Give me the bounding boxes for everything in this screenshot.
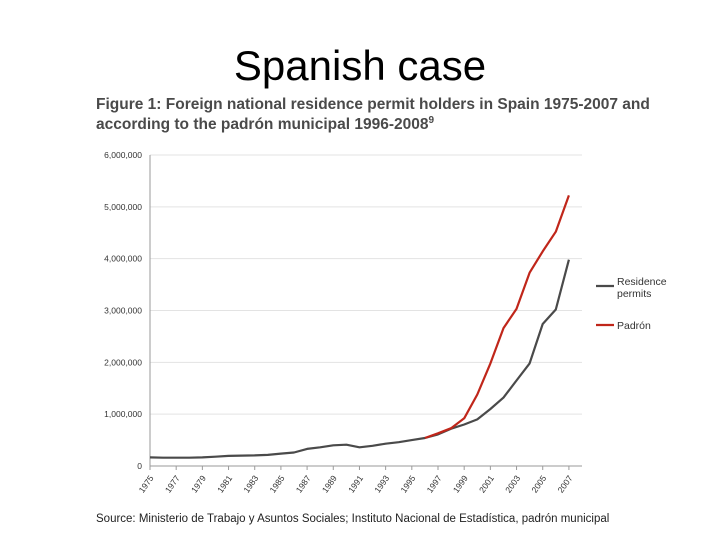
legend-label-padr-n: Padrón	[617, 320, 651, 332]
x-tick-label: 1985	[268, 473, 287, 494]
figure-footnote-marker: 9	[428, 114, 435, 126]
x-tick-label: 1995	[398, 473, 417, 494]
figure-caption-line-2: according to the padrón municipal 1996-2…	[96, 116, 429, 133]
x-tick-label: 1997	[425, 473, 444, 494]
series-line-padr-n	[424, 195, 570, 440]
x-tick-label: 1989	[320, 473, 339, 494]
x-tick-label: 1991	[346, 473, 365, 494]
y-axis-ticks: 0 1,000,000 2,000,000 3,000,000 4,000,000 5,0…	[104, 150, 142, 471]
x-tick-label: 1983	[241, 473, 260, 494]
slide-title: Spanish case	[233, 42, 487, 89]
chart-series	[149, 195, 570, 459]
x-tick-label: 1975	[137, 473, 156, 494]
x-tick-label: 1993	[372, 473, 391, 494]
figure-caption: Figure 1: Foreign national residence per…	[96, 95, 696, 135]
y-tick-label: 0	[137, 461, 142, 471]
y-tick-label: 4,000,000	[104, 254, 142, 264]
x-axis-ticks: 1975 1977 1979 1981 1983 1985 1987 1989 1991 1993…	[137, 473, 575, 494]
x-tick-label: 2005	[529, 473, 548, 494]
series-line-residence-permits	[149, 259, 570, 459]
x-tick-label: 1979	[189, 473, 208, 494]
chart-axes	[149, 155, 582, 470]
chart-grid	[150, 154, 582, 415]
x-tick-label: 1987	[294, 473, 313, 494]
legend-label-residence-permits: Residence permits	[617, 276, 667, 300]
x-tick-label: 1981	[215, 473, 234, 494]
figure-caption-line-1: Figure 1: Foreign national residence per…	[96, 96, 650, 113]
y-tick-label: 2,000,000	[104, 357, 142, 367]
x-tick-label: 1999	[451, 473, 470, 494]
y-tick-label: 6,000,000	[104, 150, 142, 160]
y-tick-label: 3,000,000	[104, 306, 142, 316]
x-tick-label: 2007	[556, 473, 575, 494]
y-tick-label: 5,000,000	[104, 202, 142, 212]
x-tick-label: 2001	[477, 473, 496, 494]
x-tick-label: 1977	[163, 473, 182, 494]
x-tick-label: 2003	[503, 473, 522, 494]
y-tick-label: 1,000,000	[104, 409, 142, 419]
source-note: Source: Ministerio de Trabajo y Asuntos …	[96, 513, 610, 525]
chart-legend: Residence permits Padrón	[596, 276, 667, 332]
